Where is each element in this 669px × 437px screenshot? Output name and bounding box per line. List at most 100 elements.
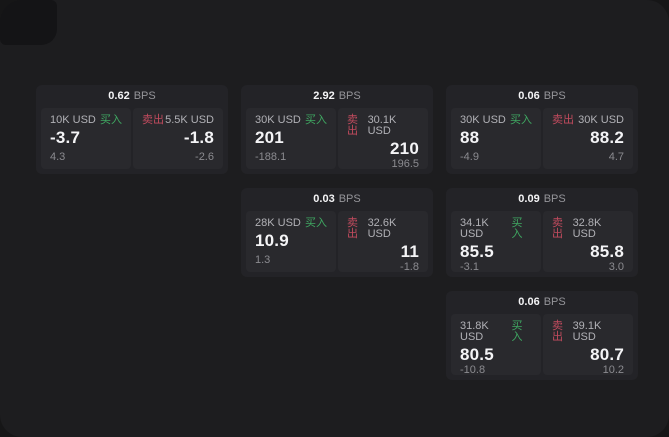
buy-cell-header: 34.1K USD 买入: [460, 218, 532, 240]
buy-side-label: 买入: [305, 114, 327, 126]
bps-unit-label: BPS: [543, 296, 566, 308]
buy-side-label: 买入: [511, 320, 523, 343]
buy-cell[interactable]: 30K USD 买入 201 -188.1: [246, 108, 336, 169]
bps-value: 2.92: [313, 90, 335, 102]
sell-amount: 39.1K USD: [572, 320, 602, 343]
buy-amount: 34.1K USD: [460, 217, 489, 240]
card-header: 0.62 BPS: [41, 85, 223, 108]
buy-cell[interactable]: 30K USD 买入 88 -4.9: [451, 108, 541, 169]
corner-decoration: [0, 0, 57, 45]
sell-price: -1.8: [183, 128, 214, 147]
sell-cell[interactable]: 卖出 32.6K USD 11 -1.8: [338, 211, 428, 272]
quote-card: 2.92 BPS 30K USD 买入 201 -188.1 卖出 30.1K …: [241, 85, 433, 174]
sell-cell[interactable]: 卖出 39.1K USD 80.7 10.2: [543, 314, 633, 375]
sell-delta: -2.6: [195, 151, 214, 163]
bps-value: 0.62: [108, 90, 130, 102]
sell-cell[interactable]: 卖出 5.5K USD -1.8 -2.6: [133, 108, 223, 169]
quote-card: 0.09 BPS 34.1K USD 买入 85.5 -3.1 卖出 32.8K…: [446, 188, 638, 277]
sell-price: 11: [400, 242, 419, 261]
buy-price: 10.9: [255, 231, 289, 250]
sell-side-label: 卖出: [552, 114, 574, 126]
buy-cell-header: 30K USD 买入: [255, 115, 327, 126]
card-header: 2.92 BPS: [246, 85, 428, 108]
card-header: 0.06 BPS: [451, 291, 633, 314]
buy-cell[interactable]: 28K USD 买入 10.9 1.3: [246, 211, 336, 272]
card-body: 34.1K USD 买入 85.5 -3.1 卖出 32.8K USD 85.8…: [451, 211, 633, 272]
sell-price: 210: [390, 139, 419, 158]
sell-price: 85.8: [590, 242, 624, 261]
buy-delta: 1.3: [255, 254, 271, 266]
card-body: 31.8K USD 买入 80.5 -10.8 卖出 39.1K USD 80.…: [451, 314, 633, 375]
buy-delta: -188.1: [255, 151, 287, 163]
sell-cell-header: 卖出 32.8K USD: [552, 218, 624, 240]
card-body: 30K USD 买入 201 -188.1 卖出 30.1K USD 210 1…: [246, 108, 428, 169]
buy-cell-header: 10K USD 买入: [50, 115, 122, 126]
sell-cell[interactable]: 卖出 30.1K USD 210 196.5: [338, 108, 428, 169]
sell-side-label: 卖出: [552, 320, 563, 343]
sell-amount: 32.8K USD: [572, 217, 602, 240]
buy-delta: -10.8: [460, 363, 486, 376]
sell-delta: 3.0: [608, 260, 624, 273]
sell-cell[interactable]: 卖出 32.8K USD 85.8 3.0: [543, 211, 633, 272]
buy-delta: 4.3: [50, 151, 66, 163]
sell-cell-header: 卖出 30K USD: [552, 115, 624, 126]
bps-value: 0.06: [518, 296, 540, 308]
buy-amount: 30K USD: [255, 114, 301, 126]
sell-delta: -1.8: [400, 260, 419, 273]
card-body: 10K USD 买入 -3.7 4.3 卖出 5.5K USD -1.8 -2.…: [41, 108, 223, 169]
buy-amount: 30K USD: [460, 114, 506, 126]
sell-cell-header: 卖出 5.5K USD: [142, 115, 214, 126]
sell-delta: 4.7: [608, 151, 624, 163]
buy-side-label: 买入: [305, 217, 327, 229]
sell-delta: 10.2: [602, 363, 624, 376]
buy-cell[interactable]: 31.8K USD 买入 80.5 -10.8: [451, 314, 541, 375]
bps-unit-label: BPS: [543, 193, 566, 205]
quote-card: 0.62 BPS 10K USD 买入 -3.7 4.3 卖出 5.5K USD…: [36, 85, 228, 174]
sell-price: 80.7: [590, 345, 624, 364]
bps-unit-label: BPS: [543, 90, 566, 102]
sell-price: 88.2: [590, 128, 624, 147]
buy-price: 85.5: [460, 242, 494, 261]
sell-delta: 196.5: [391, 157, 419, 170]
sell-amount: 30K USD: [578, 114, 624, 126]
card-header: 0.09 BPS: [451, 188, 633, 211]
card-body: 30K USD 买入 88 -4.9 卖出 30K USD 88.2 4.7: [451, 108, 633, 169]
sell-cell-header: 卖出 39.1K USD: [552, 321, 624, 343]
buy-price: 80.5: [460, 345, 494, 364]
card-header: 0.06 BPS: [451, 85, 633, 108]
buy-price: 88: [460, 128, 480, 147]
sell-side-label: 卖出: [347, 114, 358, 137]
card-header: 0.03 BPS: [246, 188, 428, 211]
buy-amount: 31.8K USD: [460, 320, 489, 343]
sell-amount: 30.1K USD: [367, 114, 397, 137]
sell-side-label: 卖出: [142, 114, 164, 126]
buy-amount: 28K USD: [255, 217, 301, 229]
buy-delta: -4.9: [460, 151, 479, 163]
sell-cell-header: 卖出 32.6K USD: [347, 218, 419, 240]
buy-side-label: 买入: [510, 114, 532, 126]
buy-cell[interactable]: 10K USD 买入 -3.7 4.3: [41, 108, 131, 169]
buy-cell-header: 31.8K USD 买入: [460, 321, 532, 343]
buy-cell[interactable]: 34.1K USD 买入 85.5 -3.1: [451, 211, 541, 272]
bps-unit-label: BPS: [338, 90, 361, 102]
sell-amount: 5.5K USD: [165, 114, 214, 126]
bps-unit-label: BPS: [338, 193, 361, 205]
quote-card: 0.06 BPS 31.8K USD 买入 80.5 -10.8 卖出 39.1…: [446, 291, 638, 380]
quote-card: 0.06 BPS 30K USD 买入 88 -4.9 卖出 30K USD 8…: [446, 85, 638, 174]
bps-unit-label: BPS: [133, 90, 156, 102]
sell-cell[interactable]: 卖出 30K USD 88.2 4.7: [543, 108, 633, 169]
sell-cell-header: 卖出 30.1K USD: [347, 115, 419, 137]
buy-cell-header: 30K USD 买入: [460, 115, 532, 126]
buy-delta: -3.1: [460, 260, 479, 273]
buy-price: -3.7: [50, 128, 81, 147]
quotes-grid: 0.62 BPS 10K USD 买入 -3.7 4.3 卖出 5.5K USD…: [36, 85, 638, 380]
quote-card: 0.03 BPS 28K USD 买入 10.9 1.3 卖出 32.6K US…: [241, 188, 433, 277]
card-body: 28K USD 买入 10.9 1.3 卖出 32.6K USD 11 -1.8: [246, 211, 428, 272]
sell-side-label: 卖出: [552, 217, 563, 240]
bps-value: 0.03: [313, 193, 335, 205]
buy-amount: 10K USD: [50, 114, 96, 126]
buy-price: 201: [255, 128, 284, 147]
sell-side-label: 卖出: [347, 217, 358, 240]
sell-amount: 32.6K USD: [367, 217, 397, 240]
